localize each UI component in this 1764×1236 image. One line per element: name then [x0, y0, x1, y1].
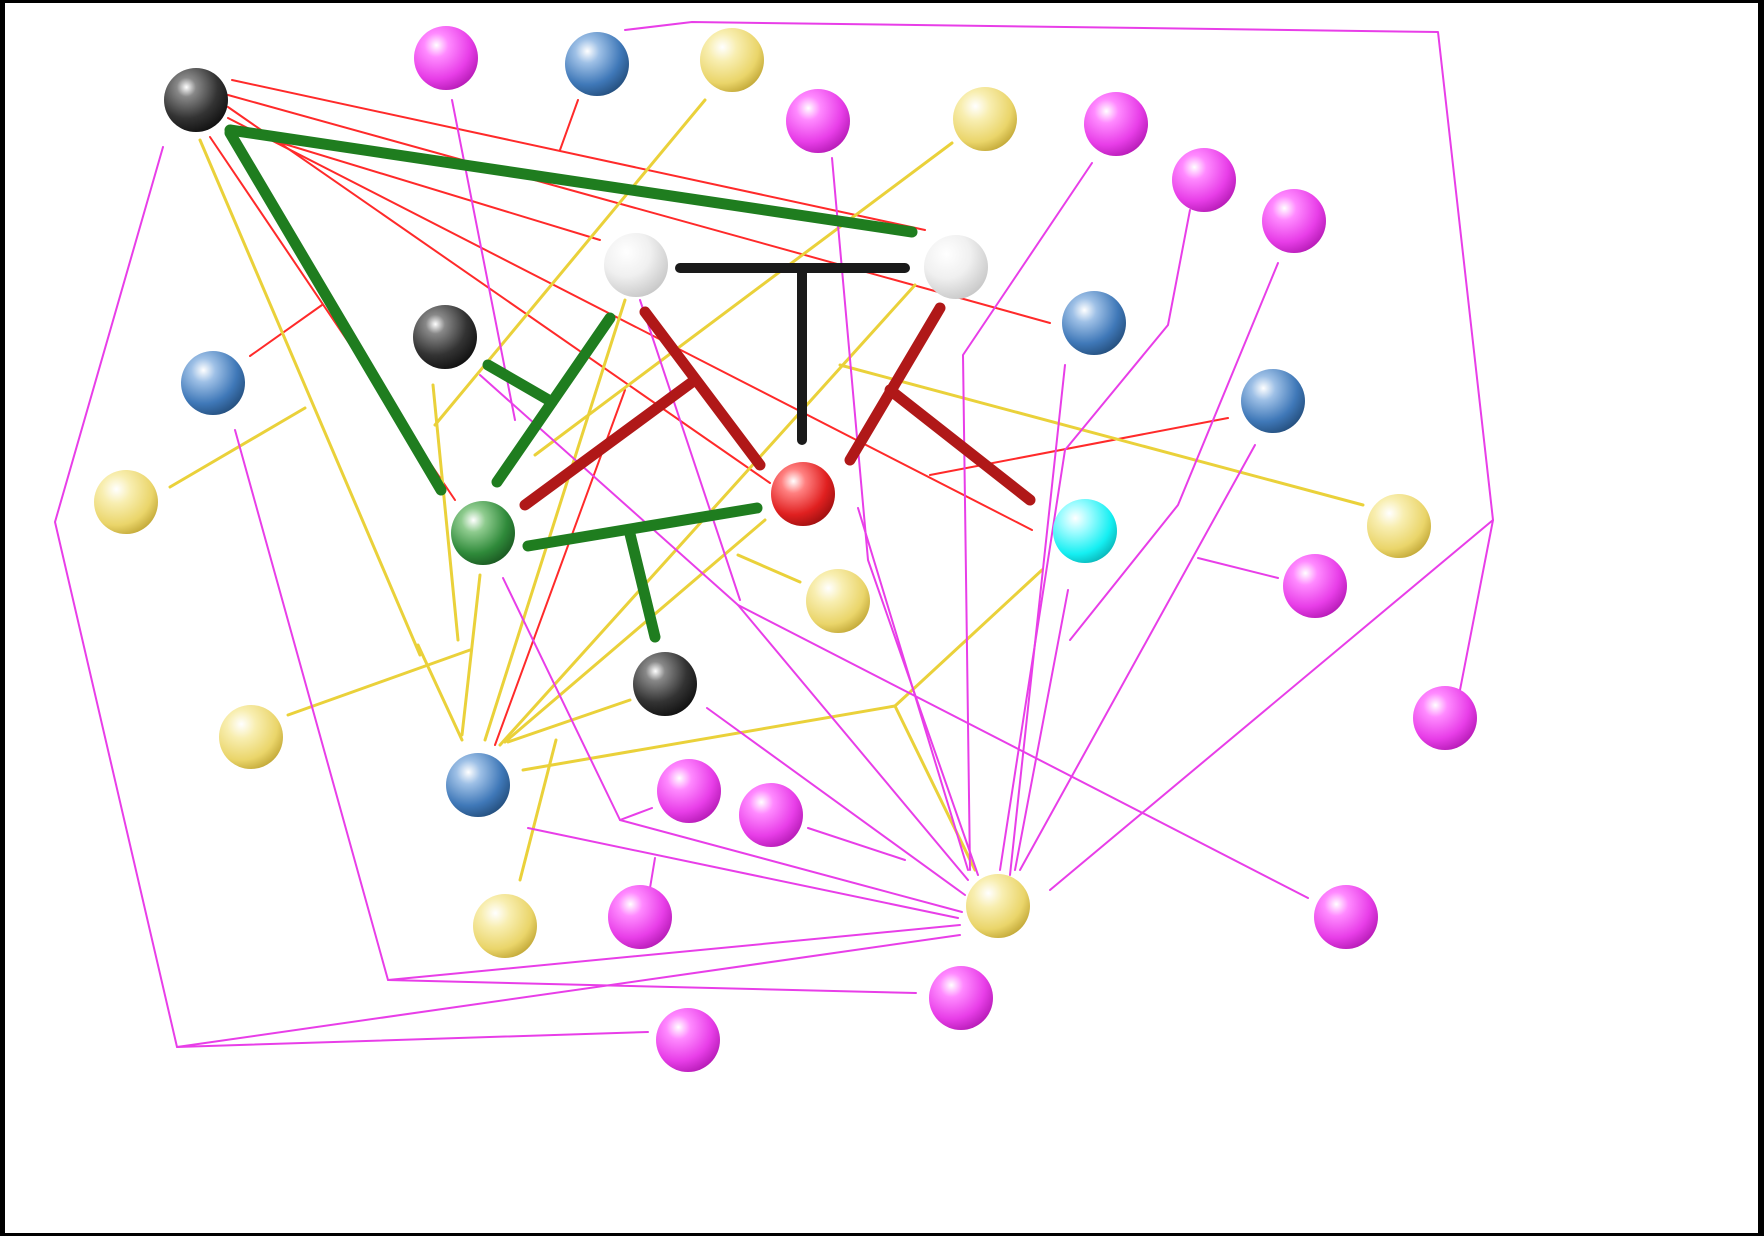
- yellow-connector-line: [533, 141, 954, 457]
- magenta-connector-line: [1069, 262, 1279, 641]
- green-atom-node: [451, 501, 515, 565]
- yellow-connector-line: [286, 648, 472, 717]
- yellow-atom-node: [700, 28, 764, 92]
- magenta-connector-line: [502, 577, 963, 913]
- bond-stick: [519, 374, 701, 511]
- red-connector-line: [231, 127, 601, 241]
- yellow-connector-line: [893, 704, 977, 872]
- blue-atom-node: [181, 351, 245, 415]
- yellow-connector-line: [433, 98, 707, 427]
- yellow-connector-line: [838, 363, 1365, 507]
- magenta-atom-node: [1314, 885, 1378, 949]
- yellow-atom-node: [953, 87, 1017, 151]
- yellow-connector-line: [736, 553, 802, 584]
- yellow-atom-node: [219, 705, 283, 769]
- blue-atom-node: [1241, 369, 1305, 433]
- magenta-atom-node: [608, 885, 672, 949]
- yellow-connector-line: [460, 573, 482, 737]
- magenta-connector-line: [831, 157, 979, 876]
- atom-nodes: [94, 26, 1477, 1072]
- yellow-connector-line: [503, 518, 767, 744]
- magenta-connector-line: [807, 827, 906, 861]
- yellow-atom-node: [1367, 494, 1431, 558]
- magenta-connector-line: [649, 857, 656, 889]
- magenta-atom-node: [786, 89, 850, 153]
- magenta-connector-line: [1009, 364, 1066, 876]
- bond-stick: [639, 306, 766, 471]
- white-atom-node: [604, 233, 668, 297]
- bond-stick: [884, 384, 1036, 506]
- red-atom-node: [771, 462, 835, 526]
- magenta-connector-line: [857, 507, 969, 871]
- red-connector-line: [231, 79, 926, 231]
- magenta-atom-node: [656, 1008, 720, 1072]
- black-atom-node: [413, 305, 477, 369]
- magenta-atom-node: [1262, 189, 1326, 253]
- yellow-connector-lines: [168, 98, 1365, 882]
- yellow-connector-line: [198, 138, 422, 657]
- bond-stick: [224, 124, 918, 238]
- blue-atom-node: [446, 753, 510, 817]
- yellow-connector-line: [521, 704, 897, 772]
- black-atom-node: [633, 652, 697, 716]
- magenta-atom-node: [1172, 148, 1236, 212]
- magenta-atom-node: [414, 26, 478, 90]
- molecule-diagram-canvas: [5, 3, 1758, 1233]
- yellow-atom-node: [966, 874, 1030, 938]
- magenta-atom-node: [1283, 554, 1347, 618]
- bond-stick: [224, 127, 447, 496]
- magenta-connector-line: [624, 21, 1494, 691]
- yellow-connector-line: [168, 406, 307, 489]
- magenta-connector-line: [1197, 557, 1279, 579]
- magenta-connector-line: [1014, 589, 1069, 871]
- magenta-connector-line: [737, 604, 1309, 899]
- magenta-connector-line: [451, 99, 516, 421]
- yellow-atom-node: [94, 470, 158, 534]
- bond-stick: [491, 312, 616, 488]
- magenta-atom-node: [657, 759, 721, 823]
- yellow-connector-line: [518, 738, 558, 882]
- magenta-atom-node: [739, 783, 803, 847]
- yellow-atom-node: [473, 894, 537, 958]
- thick-bonds: [224, 124, 1036, 643]
- blue-atom-node: [565, 32, 629, 96]
- magenta-connector-line: [706, 707, 966, 896]
- yellow-connector-line: [416, 643, 464, 742]
- red-connector-line: [227, 106, 771, 484]
- bond-stick: [624, 528, 661, 643]
- blue-atom-node: [1062, 291, 1126, 355]
- magenta-connector-line: [54, 146, 649, 1048]
- magenta-atom-node: [929, 966, 993, 1030]
- red-connector-line: [929, 417, 1229, 476]
- yellow-connector-line: [893, 568, 1044, 708]
- white-atom-node: [924, 235, 988, 299]
- magenta-connector-line: [619, 807, 653, 821]
- magenta-connector-line: [387, 924, 961, 981]
- yellow-connector-line: [483, 298, 627, 742]
- bond-stick: [522, 502, 763, 552]
- yellow-atom-node: [806, 569, 870, 633]
- bond-stick: [844, 302, 946, 466]
- cyan-atom-node: [1053, 499, 1117, 563]
- yellow-connector-line: [431, 383, 460, 642]
- red-connector-line: [249, 304, 323, 357]
- molecule-diagram: [54, 21, 1494, 1072]
- magenta-atom-node: [1084, 92, 1148, 156]
- black-atom-node: [164, 68, 228, 132]
- bond-stick: [482, 359, 558, 408]
- red-connector-line: [227, 117, 1033, 531]
- magenta-connector-line: [962, 162, 1093, 871]
- magenta-connector-lines: [54, 21, 1494, 1048]
- red-connector-line: [559, 99, 579, 151]
- magenta-connector-line: [527, 827, 959, 919]
- magenta-connector-line: [639, 299, 741, 601]
- magenta-connector-line: [1049, 519, 1494, 891]
- magenta-atom-node: [1413, 686, 1477, 750]
- magenta-connector-line: [176, 934, 961, 1048]
- yellow-connector-line: [506, 698, 632, 744]
- magenta-connector-line: [1019, 444, 1256, 871]
